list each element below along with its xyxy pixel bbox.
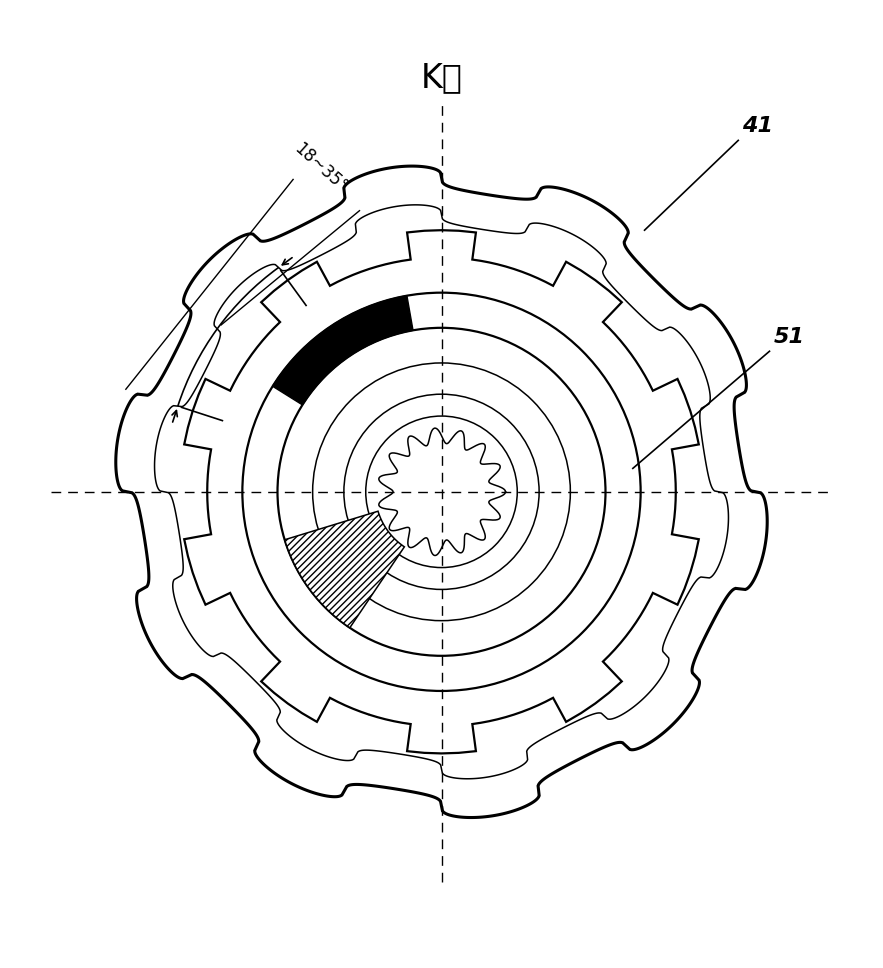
Polygon shape [379,428,506,556]
Text: K向: K向 [420,61,463,95]
Text: 18~35°: 18~35° [291,139,351,197]
Polygon shape [155,205,728,779]
Polygon shape [116,166,767,818]
Polygon shape [185,230,698,753]
Wedge shape [273,295,413,405]
Polygon shape [284,511,404,628]
Text: 51: 51 [774,327,804,348]
Text: 41: 41 [743,116,774,136]
